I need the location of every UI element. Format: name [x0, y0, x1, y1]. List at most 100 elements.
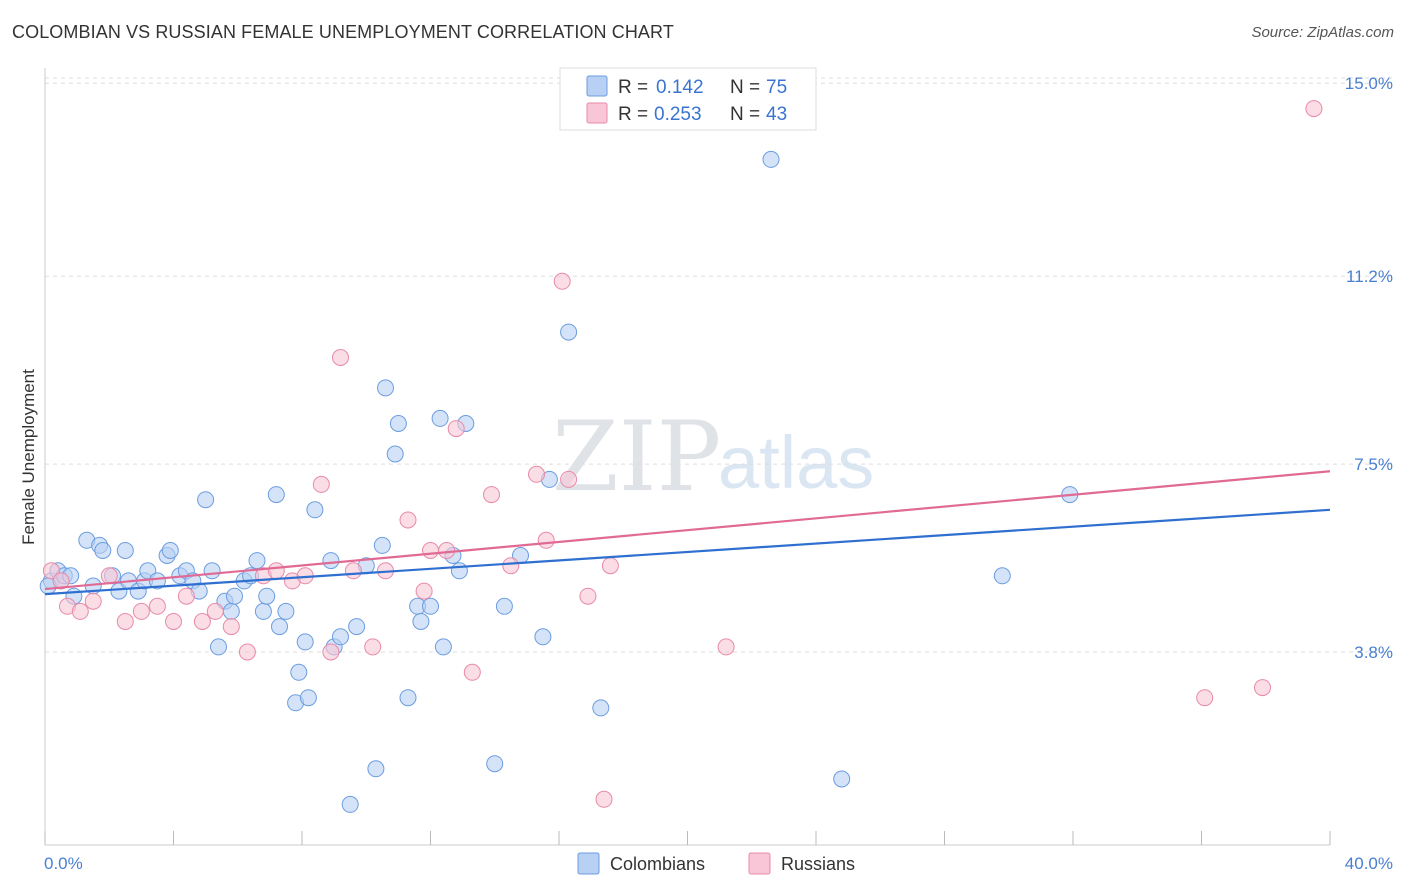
colombians-point — [486, 755, 504, 773]
colombians-point — [296, 633, 314, 651]
russians-point — [502, 557, 520, 575]
colombians-point — [258, 587, 276, 605]
colombians-point — [161, 542, 179, 559]
colombians-point — [271, 618, 288, 636]
russians-point — [415, 582, 433, 600]
colombians-point — [833, 770, 851, 788]
colombians-point — [399, 689, 417, 707]
y-axis-tick-labels: 3.8% 7.5% 11.2% 15.0% — [1345, 74, 1393, 662]
colombians-point — [116, 542, 134, 559]
legend-n-label-russians: N = — [730, 104, 760, 125]
bottom-legend: Colombians Russians — [577, 852, 855, 875]
colombians-point — [377, 379, 394, 397]
y-tick-label: 15.0% — [1345, 74, 1393, 93]
russians-point — [463, 663, 481, 681]
colombians-point — [412, 613, 430, 630]
russians-point — [399, 511, 417, 529]
russians-point — [100, 567, 118, 585]
russians-point — [84, 592, 102, 610]
russians-point — [322, 643, 340, 661]
gridlines — [45, 77, 1392, 653]
colombians-point — [299, 689, 317, 707]
legend: R = 0.142 N = 75 R = 0.253 N = 43 — [559, 67, 817, 131]
russians-point — [116, 613, 134, 630]
colombians-point — [277, 602, 295, 620]
watermark-atlas: atlas — [718, 421, 874, 504]
legend-swatch-russians — [586, 102, 608, 124]
colombians-point — [148, 572, 166, 590]
trend-line-russians — [44, 470, 1331, 591]
legend-n-value-colombians: 75 — [766, 77, 787, 98]
colombians-point — [332, 628, 349, 646]
colombians-point — [993, 567, 1011, 585]
colombians-point — [210, 638, 227, 656]
colombians-point — [422, 597, 439, 615]
russians-point — [71, 602, 89, 620]
legend-n-label-colombians: N = — [730, 77, 760, 98]
russians-point — [165, 613, 182, 630]
colombians-point — [389, 415, 407, 432]
colombians-point — [94, 542, 112, 559]
russians-point — [52, 572, 70, 590]
russians-point — [601, 557, 619, 575]
colombians-point — [341, 795, 359, 813]
russians-point — [553, 272, 571, 290]
russians-point — [344, 562, 362, 580]
colombians-point — [226, 587, 243, 605]
russians-point — [193, 613, 211, 630]
russians-point — [422, 542, 439, 559]
russians-point — [447, 420, 465, 438]
colombians-point — [373, 536, 391, 554]
legend-swatch-colombians — [586, 75, 608, 97]
legend-r-value-colombians: 0.142 — [656, 77, 704, 98]
russians-point — [1254, 679, 1271, 697]
russians-point — [1305, 100, 1323, 118]
russians-point — [579, 587, 597, 605]
trend-line-colombians — [44, 508, 1331, 596]
y-tick-label: 3.8% — [1354, 643, 1393, 662]
chart-source: Source: ZipAtlas.com — [1251, 24, 1394, 41]
colombians-point — [367, 760, 385, 778]
russians-point — [537, 531, 555, 549]
colombians-point — [222, 602, 240, 620]
colombians-point — [762, 150, 780, 168]
colombians-point — [290, 663, 308, 681]
legend-r-value-russians: 0.253 — [654, 104, 702, 125]
russians-point — [132, 602, 150, 620]
russians-point — [438, 542, 456, 559]
y-tick-label: 7.5% — [1354, 455, 1393, 474]
colombians-point — [348, 618, 366, 636]
colombians-point — [197, 491, 215, 509]
russians-point — [595, 790, 613, 808]
legend-r-label-colombians: R = — [618, 77, 648, 98]
bottom-legend-swatch-russians — [748, 852, 771, 875]
colombians-point — [322, 552, 340, 570]
russians-point — [222, 618, 240, 636]
colombians-point — [248, 552, 266, 570]
watermark: ZIP atlas — [552, 401, 874, 513]
russians-point — [206, 602, 224, 620]
watermark-zip: ZIP — [552, 401, 721, 513]
colombians-point — [560, 323, 578, 341]
colombians-point — [450, 562, 468, 580]
russians-point — [717, 638, 735, 656]
russians-point — [267, 562, 285, 580]
legend-r-label-russians: R = — [618, 104, 648, 125]
russians-point — [148, 597, 166, 615]
colombians-point — [306, 501, 324, 519]
colombians-point — [203, 562, 221, 580]
colombians-point — [534, 628, 552, 646]
legend-n-value-russians: 43 — [766, 104, 787, 125]
y-axis-title: Female Unemployment — [19, 369, 38, 545]
x-axis-ticks — [44, 831, 1331, 845]
x-tick-label-max: 40.0% — [1345, 854, 1393, 873]
bottom-legend-swatch-colombians — [577, 852, 600, 875]
bottom-legend-label-russians: Russians — [781, 854, 855, 874]
colombians-point — [254, 602, 272, 620]
series-russians — [42, 100, 1323, 808]
colombians-point — [434, 638, 452, 656]
russians-point — [364, 638, 382, 656]
russians-point — [528, 465, 545, 483]
